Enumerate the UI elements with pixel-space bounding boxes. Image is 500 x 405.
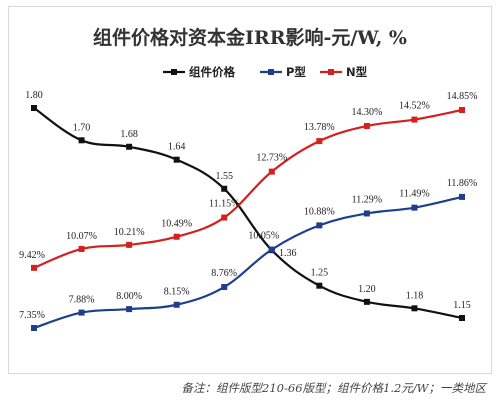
series-1-point-2 (78, 137, 85, 144)
series-1-label-6: 1.36 (279, 248, 297, 259)
series-3-label-10: 14.85% (447, 91, 478, 102)
series-2-point-10 (459, 193, 465, 200)
series-3-label-5: 11.15% (209, 199, 239, 210)
series-2-label-3: 8.00% (116, 291, 142, 302)
legend-marker-2 (268, 69, 274, 75)
legend-label-1: 组件价格 (189, 65, 235, 79)
series-1-label-4: 1.64 (168, 142, 186, 153)
series-2-label-6: 10.05% (248, 231, 279, 242)
series-3-point-8 (363, 122, 370, 129)
series-2-point-6 (268, 246, 275, 253)
series-2-label-9: 11.49% (399, 189, 429, 200)
series-1-point-7 (316, 282, 323, 289)
chart-title: 组件价格对资本金IRR影响-元/W, % (93, 26, 407, 49)
series-3-point-2 (78, 245, 85, 252)
series-2-label-8: 11.29% (352, 194, 382, 205)
series-1-label-9: 1.18 (406, 290, 424, 301)
series-1-point-9 (411, 305, 418, 312)
series-1-point-8 (363, 298, 370, 305)
series-3-point-7 (316, 138, 323, 145)
series-3-point-4 (173, 233, 180, 240)
series-layer (31, 105, 465, 331)
series-line-2 (33, 195, 463, 330)
series-3-point-1 (31, 264, 37, 271)
series-1-label-3: 1.68 (120, 129, 138, 140)
series-2-label-1: 7.35% (19, 310, 45, 321)
series-3-label-2: 10.07% (66, 231, 97, 242)
series-1-label-7: 1.25 (311, 268, 329, 279)
series-3-point-5 (221, 214, 228, 221)
series-2-point-4 (173, 301, 180, 308)
series-3-point-3 (126, 241, 133, 248)
legend-marker-3 (328, 69, 334, 75)
series-1-label-2: 1.70 (73, 122, 91, 133)
series-3-label-4: 10.49% (161, 219, 192, 230)
series-3-label-7: 13.78% (304, 122, 335, 133)
series-1-point-10 (459, 315, 465, 321)
series-2-label-2: 7.88% (69, 295, 95, 306)
data-labels: 1.80 1.70 1.68 1.64 1.55 1.36 1.25 1.20 1.18 1.15… (19, 90, 477, 321)
series-3-label-6: 12.73% (256, 153, 287, 164)
series-3-point-6 (268, 168, 275, 175)
series-1-label-8: 1.20 (358, 284, 376, 295)
series-2-label-7: 10.88% (304, 206, 335, 217)
series-1-label-5: 1.55 (215, 171, 233, 182)
series-1-point-3 (126, 143, 133, 150)
series-line-1 (33, 107, 463, 320)
legend-label-3: N型 (346, 65, 368, 79)
series-3-label-3: 10.21% (114, 227, 145, 238)
series-2-point-9 (411, 204, 418, 211)
legend-marker-1 (171, 69, 177, 75)
legend-label-2: P型 (286, 65, 306, 79)
series-2-label-4: 8.15% (164, 287, 190, 298)
series-2-point-3 (126, 306, 133, 313)
series-3-point-9 (411, 116, 418, 123)
series-3-label-1: 9.42% (19, 250, 45, 261)
footnote: 备注：组件版型210-66版型；组件价格1.2元/W；一类地区 (181, 381, 486, 395)
series-3-label-8: 14.30% (351, 107, 382, 118)
series-2-label-5: 8.76% (211, 268, 237, 279)
series-2-point-1 (31, 325, 37, 331)
series-1-label-10: 1.15 (453, 300, 471, 311)
series-line-3 (33, 108, 463, 269)
series-2-point-5 (221, 284, 228, 291)
series-2-point-7 (316, 222, 323, 229)
legend: 组件价格 P型 N型 (163, 65, 368, 79)
series-1-point-5 (221, 185, 228, 192)
chart-frame (8, 6, 492, 374)
series-1-point-1 (31, 105, 37, 111)
series-3-label-9: 14.52% (399, 101, 430, 112)
series-3-point-10 (459, 107, 465, 113)
series-1-point-4 (173, 156, 180, 163)
series-2-point-8 (363, 210, 370, 217)
series-1-label-1: 1.80 (25, 90, 43, 101)
series-2-label-10: 11.86% (447, 178, 477, 189)
series-2-point-2 (78, 309, 85, 316)
